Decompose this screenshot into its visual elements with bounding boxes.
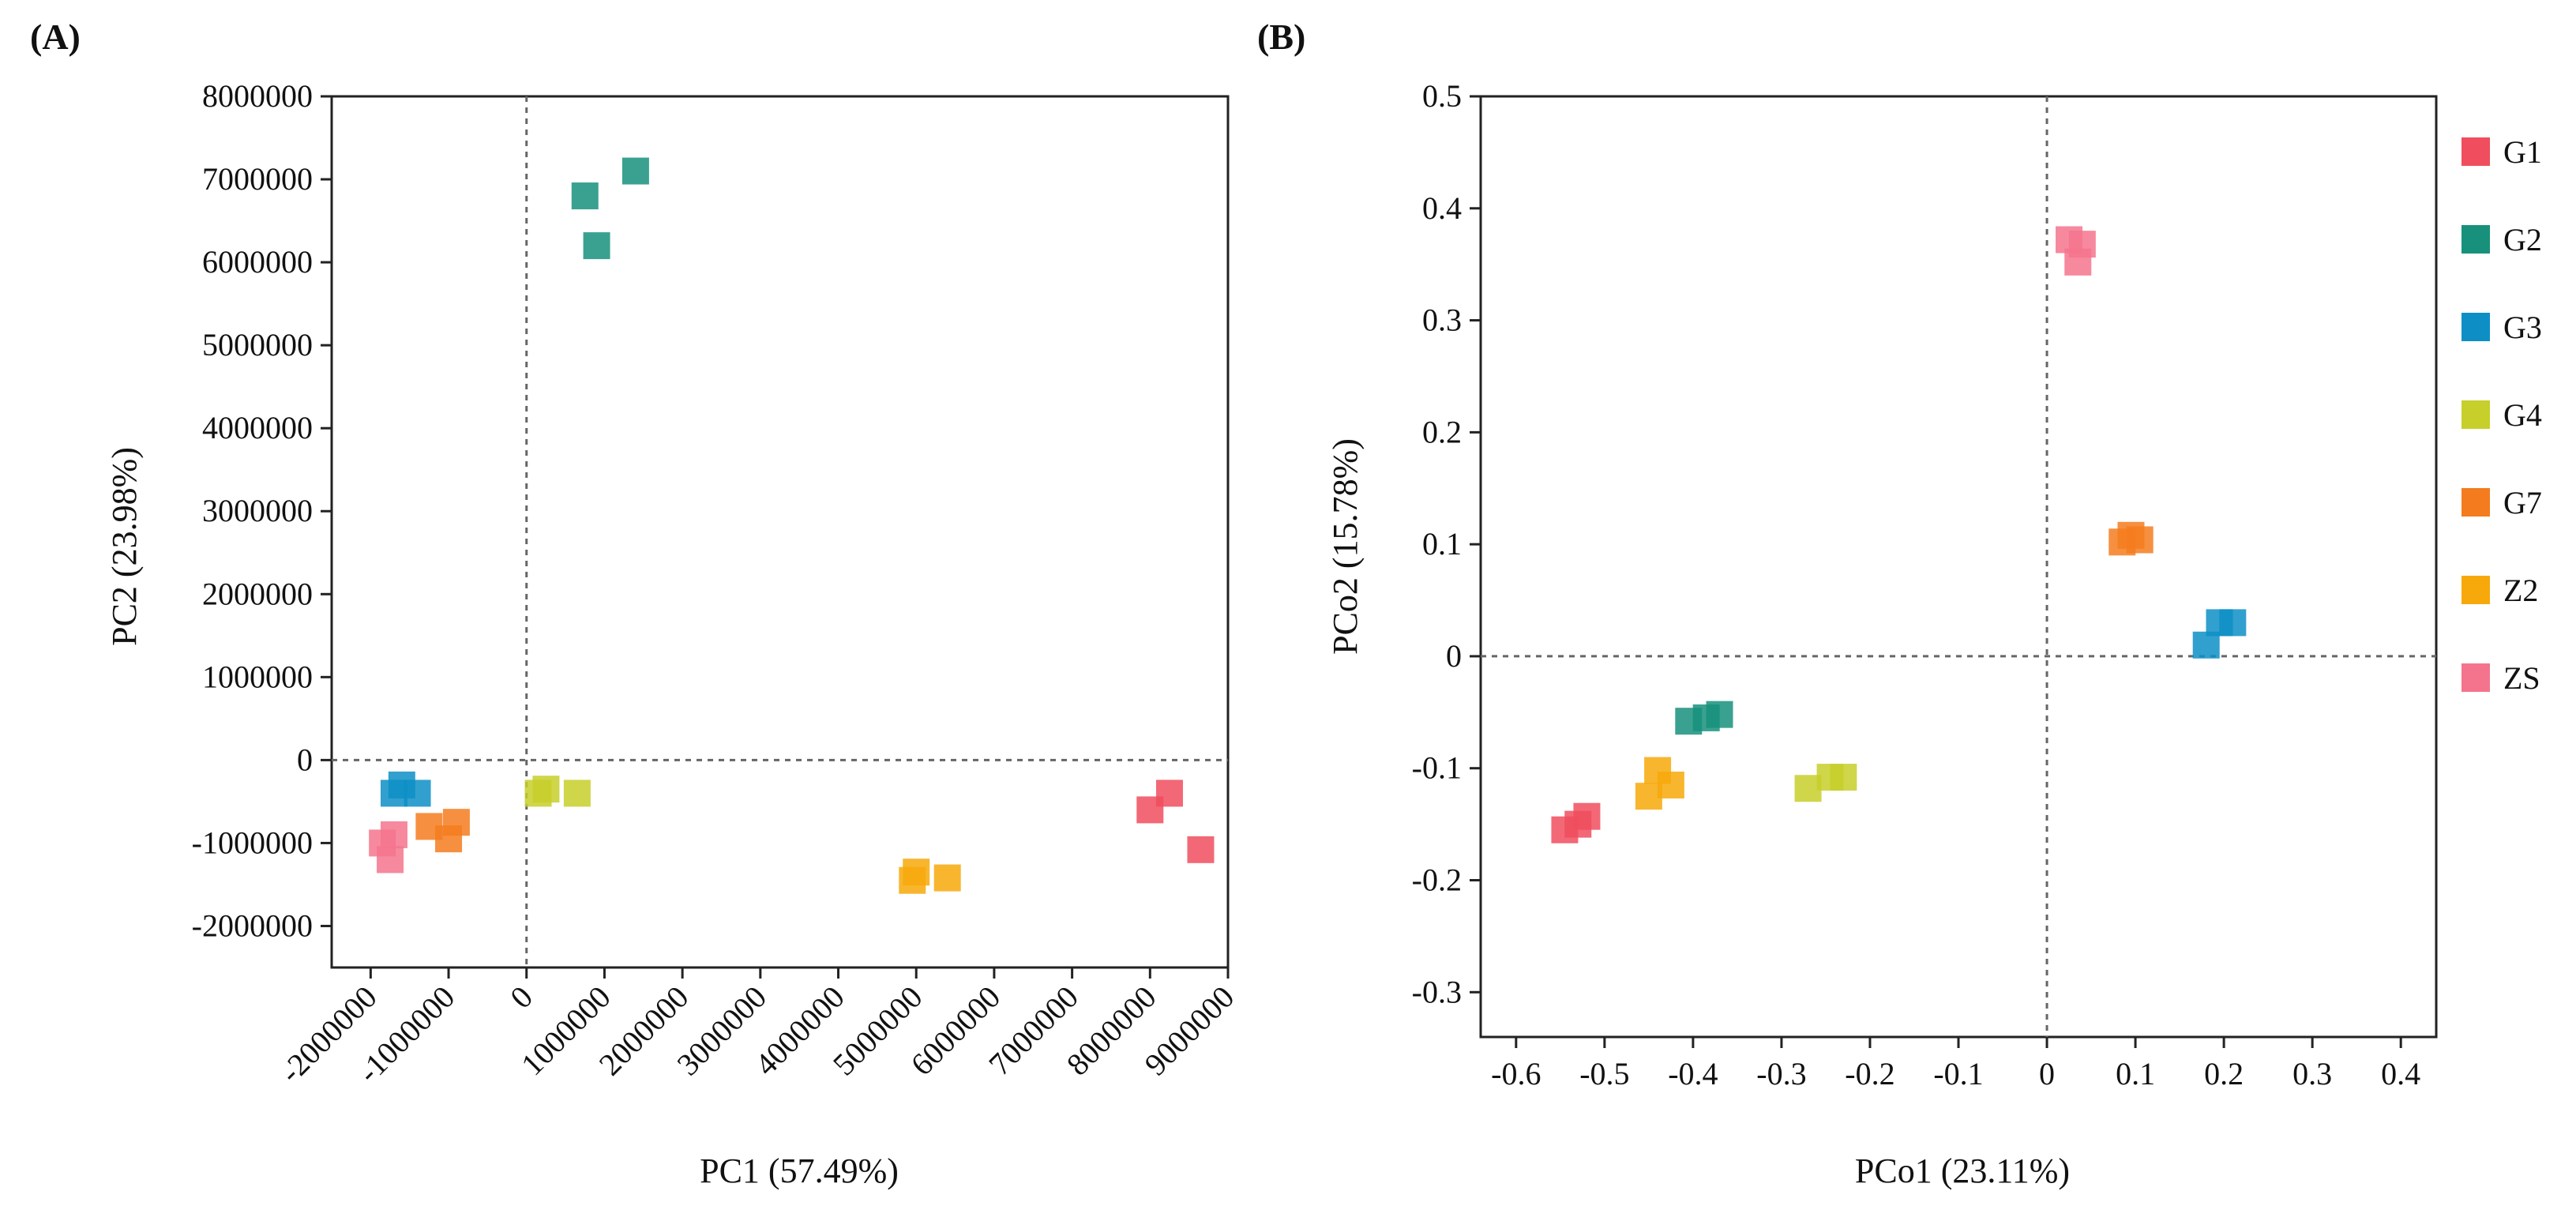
panel-a-point-g4 — [532, 776, 560, 803]
panel-b-x-tick-label: 0.4 — [2381, 1056, 2420, 1091]
panel-b-point-zs — [2068, 231, 2096, 258]
panel-a-point-z2 — [903, 858, 930, 886]
panel-a-x-axis-title: PC1 (57.49%) — [700, 1152, 899, 1190]
panel-a-y-tick-label: 3000000 — [202, 493, 313, 528]
legend-label-g2: G2 — [2503, 222, 2542, 257]
panel-b-x-tick-label: -0.3 — [1756, 1056, 1806, 1091]
panel-a-y-tick-label: 2000000 — [202, 576, 313, 611]
legend-label-g7: G7 — [2503, 485, 2542, 520]
panel-a-point-g3 — [404, 780, 431, 807]
panel-a-y-tick-label: 8000000 — [202, 78, 313, 114]
panel-b-x-tick-label: -0.5 — [1579, 1056, 1629, 1091]
legend-swatch-g4 — [2461, 400, 2490, 429]
panel-b-y-tick-label: 0.5 — [1422, 78, 1462, 114]
panel-a-point-g7 — [442, 809, 470, 836]
panel-b-x-tick-label: -0.1 — [1933, 1056, 1983, 1091]
panel-b-x-tick-label: -0.2 — [1845, 1056, 1894, 1091]
panel-a-point-zs — [380, 821, 407, 848]
panel-b-y-tick-label: -0.1 — [1412, 750, 1462, 786]
panel-b-point-g3 — [2192, 631, 2220, 659]
panel-b-x-tick-label: 0 — [2039, 1056, 2055, 1091]
legend-swatch-zs — [2461, 663, 2490, 692]
panel-b-point-g2 — [1706, 701, 1733, 728]
legend: G1 G2 G3 G4 G7 Z2 ZS — [2461, 134, 2542, 696]
panel-a-y-tick-label: 7000000 — [202, 161, 313, 197]
panel-b-x-tick-label: -0.4 — [1668, 1056, 1718, 1091]
panel-b-point-g4 — [1830, 764, 1857, 791]
panel-a-y-tick-label: 4000000 — [202, 410, 313, 445]
panel-a-x-tick-label: 0 — [503, 979, 539, 1016]
legend-label-g4: G4 — [2503, 397, 2542, 433]
panel-a-point-g4 — [563, 780, 591, 807]
panel-b-y-tick-label: -0.3 — [1412, 974, 1462, 1009]
panel-b-y-axis-title: PCo2 (15.78%) — [1326, 438, 1365, 655]
panel-a-frame — [330, 95, 1230, 969]
panel-b-point-g7 — [2126, 526, 2154, 554]
panel-a-y-tick-label: 0 — [297, 742, 313, 777]
panel-b-y-tick-label: 0.4 — [1422, 190, 1462, 226]
panel-b-y-tick-label: 0 — [1446, 638, 1462, 674]
panel-b-x-tick-label: 0.3 — [2292, 1056, 2332, 1091]
panel-a-point-g2 — [571, 182, 599, 210]
panel-b-x-tick-label: 0.1 — [2116, 1056, 2155, 1091]
panel-b-point-g1 — [1573, 802, 1601, 830]
panel-b-x-tick-label: -0.6 — [1491, 1056, 1541, 1091]
legend-swatch-g7 — [2461, 488, 2490, 517]
panel-a-y-tick-label: -2000000 — [192, 907, 313, 943]
panel-a-point-g2 — [621, 157, 649, 185]
legend-swatch-z2 — [2461, 576, 2490, 604]
panel-a-point-z2 — [933, 864, 961, 892]
panel-a-y-tick-label: 5000000 — [202, 327, 313, 363]
panel-b-point-z2 — [1657, 771, 1684, 798]
panel-b-x-axis-title: PCo1 (23.11%) — [1855, 1152, 2070, 1190]
panel-a-y-tick-label: -1000000 — [192, 825, 313, 860]
panel-a-point-g2 — [583, 232, 610, 260]
legend-label-z2: Z2 — [2503, 573, 2538, 608]
panel-a-point-g1 — [1155, 780, 1183, 807]
panel-b-label: (B) — [1257, 17, 1305, 57]
panel-a-point-g1 — [1187, 836, 1215, 863]
panel-b-y-tick-label: 0.2 — [1422, 414, 1462, 449]
panel-b-frame — [1479, 95, 2438, 1039]
panel-b-y-tick-label: 0.1 — [1422, 526, 1462, 562]
panel-b-x-tick-label: 0.2 — [2204, 1056, 2244, 1091]
panel-a-point-zs — [377, 846, 404, 874]
panel-b-plot: -0.6 -0.5 -0.4 -0.3 -0.2 -0.1 0 0.1 0.2 0.3 0.4 -0.… — [1412, 78, 2438, 1091]
panel-a-label: (A) — [30, 17, 81, 57]
panel-b-y-tick-label: 0.3 — [1422, 302, 1462, 338]
panel-a-y-tick-label: 6000000 — [202, 244, 313, 280]
panel-a-y-axis-title: PC2 (23.98%) — [105, 447, 144, 646]
legend-label-g3: G3 — [2503, 310, 2542, 345]
legend-swatch-g1 — [2461, 137, 2490, 166]
panel-a-plot: -2000000 -1000000 0 1000000 2000000 3000000 40… — [192, 78, 1241, 1090]
panel-a-y-tick-label: 1000000 — [202, 659, 313, 694]
legend-label-g1: G1 — [2503, 134, 2542, 170]
panel-b-y-tick-label: -0.2 — [1412, 862, 1462, 898]
panel-b-point-g3 — [2219, 609, 2247, 637]
legend-swatch-g3 — [2461, 313, 2490, 341]
legend-swatch-g2 — [2461, 225, 2490, 254]
legend-label-zs: ZS — [2503, 660, 2540, 696]
